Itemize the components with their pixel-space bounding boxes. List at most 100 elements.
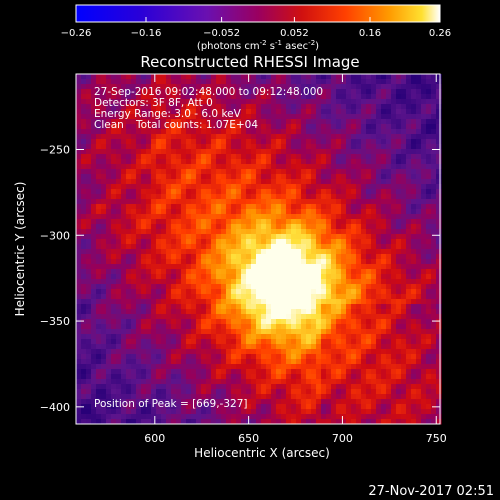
heatmap-cell	[141, 144, 147, 150]
heatmap-cell	[311, 189, 317, 195]
heatmap-cell	[146, 174, 152, 180]
heatmap-cell	[341, 114, 347, 120]
heatmap-cell	[251, 234, 257, 240]
heatmap-cell	[426, 119, 432, 125]
heatmap-cell	[306, 369, 312, 375]
heatmap-cell	[311, 199, 317, 205]
heatmap-cell	[151, 414, 157, 420]
heatmap-cell	[246, 209, 252, 215]
heatmap-cell	[181, 184, 187, 190]
heatmap-cell	[236, 314, 242, 320]
heatmap-cell	[91, 84, 97, 90]
heatmap-cell	[351, 149, 357, 155]
heatmap-cell	[131, 249, 137, 255]
heatmap-cell	[206, 84, 212, 90]
heatmap-cell	[126, 174, 132, 180]
heatmap-cell	[266, 164, 272, 170]
heatmap-cell	[281, 359, 287, 365]
heatmap-cell	[261, 119, 267, 125]
heatmap-cell	[421, 389, 427, 395]
heatmap-cell	[256, 219, 262, 225]
heatmap-cell	[276, 239, 282, 245]
heatmap-cell	[401, 184, 407, 190]
heatmap-cell	[91, 74, 97, 80]
heatmap-cell	[201, 234, 207, 240]
heatmap-cell	[141, 264, 147, 270]
heatmap-cell	[376, 314, 382, 320]
heatmap-cell	[366, 279, 372, 285]
heatmap-cell	[371, 264, 377, 270]
heatmap-cell	[126, 184, 132, 190]
heatmap-cell	[356, 369, 362, 375]
heatmap-cell	[86, 394, 92, 400]
heatmap-cell	[171, 234, 177, 240]
heatmap-cell	[286, 324, 292, 330]
heatmap-cell	[106, 124, 112, 130]
heatmap-cell	[121, 304, 127, 310]
heatmap-cell	[231, 309, 237, 315]
heatmap-cell	[211, 329, 217, 335]
heatmap-cell	[226, 344, 232, 350]
heatmap-cell	[146, 354, 152, 360]
heatmap-cell	[326, 334, 332, 340]
heatmap-cell	[306, 389, 312, 395]
heatmap-cell	[101, 224, 107, 230]
heatmap-cell	[426, 184, 432, 190]
heatmap-cell	[361, 279, 367, 285]
heatmap-cell	[206, 249, 212, 255]
heatmap-cell	[391, 339, 397, 345]
heatmap-cell	[296, 204, 302, 210]
heatmap-cell	[256, 74, 262, 80]
heatmap-cell	[211, 129, 217, 135]
heatmap-cell	[381, 339, 387, 345]
heatmap-cell	[286, 354, 292, 360]
heatmap-cell	[236, 179, 242, 185]
heatmap-cell	[341, 119, 347, 125]
heatmap-cell	[196, 404, 202, 410]
heatmap-cell	[276, 374, 282, 380]
heatmap-cell	[301, 214, 307, 220]
heatmap-cell	[101, 109, 107, 115]
heatmap-cell	[181, 334, 187, 340]
heatmap-cell	[151, 194, 157, 200]
heatmap-cell	[416, 364, 422, 370]
heatmap-cell	[86, 324, 92, 330]
heatmap-cell	[256, 324, 262, 330]
heatmap-cell	[146, 154, 152, 160]
heatmap-cell	[351, 394, 357, 400]
heatmap-cell	[296, 109, 302, 115]
heatmap-cell	[391, 144, 397, 150]
heatmap-cell	[291, 154, 297, 160]
heatmap-cell	[301, 249, 307, 255]
heatmap-cell	[236, 274, 242, 280]
heatmap-cell	[211, 169, 217, 175]
heatmap-cell	[256, 249, 262, 255]
heatmap-cell	[111, 249, 117, 255]
heatmap-cell	[361, 149, 367, 155]
heatmap-cell	[211, 254, 217, 260]
heatmap-cell	[171, 79, 177, 85]
heatmap-cell	[296, 354, 302, 360]
heatmap-cell	[266, 74, 272, 80]
heatmap-cell	[251, 144, 257, 150]
heatmap-cell	[396, 174, 402, 180]
heatmap-cell	[376, 169, 382, 175]
heatmap-cell	[221, 359, 227, 365]
heatmap-cell	[141, 389, 147, 395]
heatmap-cell	[251, 109, 257, 115]
heatmap-cell	[436, 399, 442, 405]
heatmap-cell	[426, 159, 432, 165]
heatmap-cell	[351, 74, 357, 80]
heatmap-cell	[316, 214, 322, 220]
heatmap-cell	[336, 154, 342, 160]
heatmap-cell	[111, 314, 117, 320]
heatmap-cell	[121, 254, 127, 260]
heatmap-cell	[341, 189, 347, 195]
heatmap-cell	[261, 209, 267, 215]
heatmap-cell	[121, 94, 127, 100]
heatmap-cell	[251, 74, 257, 80]
heatmap-cell	[271, 249, 277, 255]
heatmap-cell	[176, 79, 182, 85]
heatmap-cell	[201, 169, 207, 175]
heatmap-cell	[421, 339, 427, 345]
